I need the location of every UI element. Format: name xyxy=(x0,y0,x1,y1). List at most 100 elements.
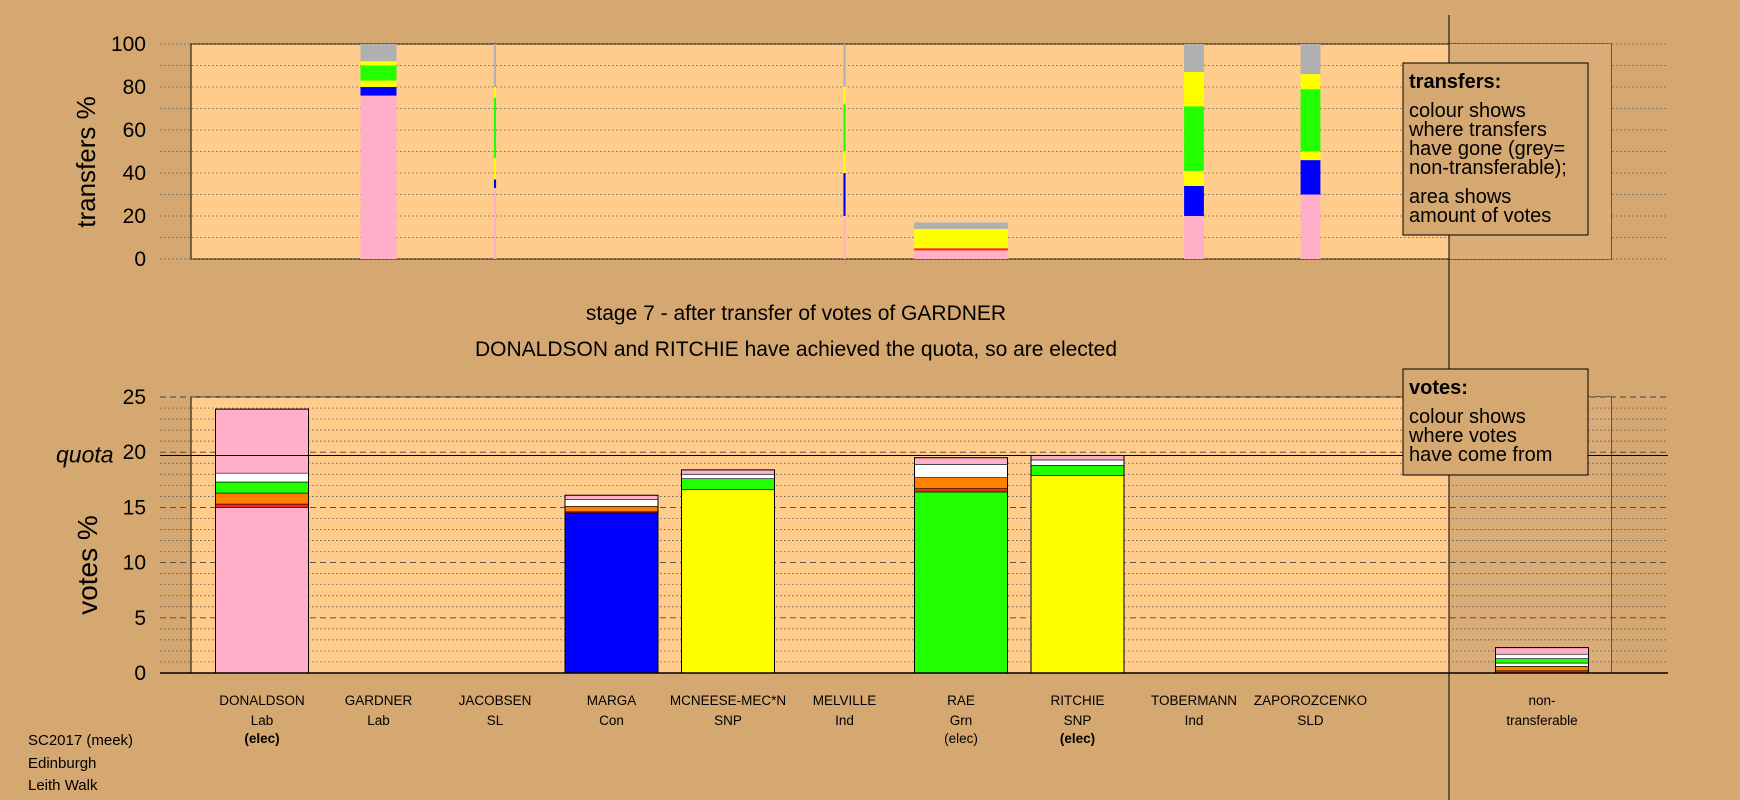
transfers-y-ticks: 0 20 40 60 80 100 xyxy=(111,33,146,271)
vote-segment xyxy=(914,488,1008,493)
stage-title: stage 7 - after transfer of votes of GAR… xyxy=(586,302,1006,325)
transfer-segment xyxy=(914,228,1008,249)
vote-segment xyxy=(215,408,309,474)
vote-bar xyxy=(1495,647,1589,674)
transfer-segment xyxy=(493,87,497,98)
vote-segment xyxy=(914,491,1008,674)
transfer-segment xyxy=(360,95,397,259)
y-tick-label: 100 xyxy=(111,33,146,56)
transfer-segment xyxy=(1300,160,1321,195)
vote-bar xyxy=(914,457,1008,674)
transfer-segment xyxy=(1300,74,1321,90)
transfer-segment xyxy=(1184,170,1204,186)
vote-segment xyxy=(681,478,775,491)
vote-bar xyxy=(564,494,659,674)
y-tick-label: 60 xyxy=(123,119,146,142)
vote-segment xyxy=(681,489,775,674)
transfers-legend-line: colour shows xyxy=(1409,100,1526,122)
candidate-party: Lab xyxy=(251,713,274,728)
transfer-segment xyxy=(843,151,846,173)
footer-line: SC2017 (meek) xyxy=(28,732,133,749)
transfer-segment xyxy=(1184,71,1204,107)
vote-segment xyxy=(1030,455,1125,461)
votes-plot-area xyxy=(190,396,1612,674)
y-tick-label: 20 xyxy=(123,441,146,464)
transfers-legend-line: where transfers xyxy=(1408,119,1547,141)
transfer-segment xyxy=(360,87,397,96)
transfer-segment xyxy=(493,97,497,158)
quota-label: quota xyxy=(56,442,114,468)
vote-segment xyxy=(914,457,1008,465)
votes-legend-line: where votes xyxy=(1408,425,1517,447)
y-tick-label: 20 xyxy=(123,205,146,228)
nontransferable-label: transferable xyxy=(1506,713,1577,728)
vote-segment xyxy=(215,472,309,483)
transfer-segment xyxy=(843,44,846,87)
candidate-party: Grn xyxy=(950,713,973,728)
vote-segment xyxy=(215,481,309,494)
transfer-segment xyxy=(360,61,397,66)
vote-segment xyxy=(1030,459,1125,466)
candidate-name: MCNEESE-MEC*N xyxy=(670,693,786,708)
vote-segment xyxy=(564,512,659,674)
vote-segment xyxy=(215,492,309,505)
nontransferable-label: non- xyxy=(1528,693,1555,708)
transfers-legend: transfers: colour shows where transfers … xyxy=(1402,62,1589,236)
transfer-segment xyxy=(493,157,497,180)
candidate-status: (elec) xyxy=(944,731,978,746)
y-tick-label: 0 xyxy=(134,248,146,271)
vote-segment xyxy=(914,477,1008,489)
vote-segment xyxy=(1495,653,1589,659)
y-tick-label: 5 xyxy=(134,607,146,630)
candidate-party: Ind xyxy=(835,713,854,728)
y-tick-label: 40 xyxy=(123,162,146,185)
vote-segment xyxy=(1495,647,1589,655)
vote-bar xyxy=(681,469,775,674)
vote-segment xyxy=(1495,662,1589,667)
vote-segment xyxy=(1495,658,1589,664)
candidate-name: MARGA xyxy=(587,693,637,708)
candidate-labels: DONALDSON Lab (elec) GARDNER Lab JACOBSEN SL MA… xyxy=(219,693,1577,746)
transfer-segment xyxy=(914,250,1008,259)
votes-legend-line: colour shows xyxy=(1409,406,1526,428)
candidate-name: GARDNER xyxy=(345,693,413,708)
stage-subtitle: DONALDSON and RITCHIE have achieved the … xyxy=(475,338,1117,361)
vote-segment xyxy=(681,473,775,479)
transfer-segment xyxy=(914,222,1008,229)
candidate-name: JACOBSEN xyxy=(459,693,532,708)
vote-segment xyxy=(1030,465,1125,476)
transfer-segment xyxy=(843,216,846,259)
candidate-name: ZAPOROZCENKO xyxy=(1254,693,1367,708)
transfer-segment xyxy=(914,248,1008,251)
candidate-party: Lab xyxy=(367,713,390,728)
transfer-segment xyxy=(360,80,397,87)
transfer-segment xyxy=(1184,216,1204,259)
vote-segment xyxy=(564,499,659,507)
candidate-name: RAE xyxy=(947,693,975,708)
transfer-segment xyxy=(493,188,497,259)
y-tick-label: 25 xyxy=(123,386,146,409)
transfer-segment xyxy=(1184,44,1204,72)
candidate-party: Con xyxy=(599,713,624,728)
transfers-legend-line: non-transferable); xyxy=(1409,157,1567,179)
candidate-status: (elec) xyxy=(244,731,279,746)
vote-segment xyxy=(564,505,659,513)
transfer-segment xyxy=(1300,194,1321,259)
transfer-segment xyxy=(1300,151,1321,161)
vote-segment xyxy=(215,503,309,508)
transfer-segment xyxy=(843,173,846,216)
transfer-segment xyxy=(1184,185,1204,216)
transfer-segment xyxy=(360,65,397,81)
transfer-segment xyxy=(360,44,397,62)
votes-legend: votes: colour shows where votes have com… xyxy=(1402,368,1589,476)
candidate-name: DONALDSON xyxy=(219,693,305,708)
vote-segment xyxy=(914,464,1008,478)
transfer-segment xyxy=(1300,44,1321,75)
transfers-y-axis-label: transfers % xyxy=(71,96,101,228)
vote-segment xyxy=(564,494,659,500)
transfers-legend-line: have gone (grey= xyxy=(1409,138,1565,160)
transfer-segment xyxy=(1184,106,1204,171)
candidate-name: TOBERMANN xyxy=(1151,693,1237,708)
votes-bars xyxy=(215,408,1589,674)
y-tick-label: 10 xyxy=(123,552,146,575)
